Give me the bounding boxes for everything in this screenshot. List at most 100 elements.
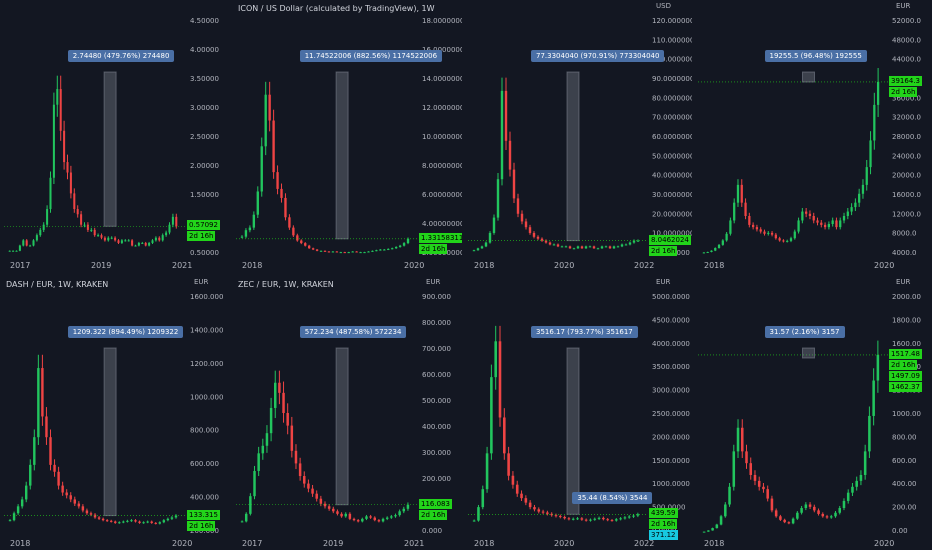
candle-body (869, 140, 872, 168)
candle-body (786, 240, 789, 242)
candle-body (311, 488, 314, 494)
y-tick-label: 4.00000 (190, 46, 219, 54)
candle-body (323, 250, 327, 252)
x-tick-label: 2020 (874, 261, 894, 270)
candle-body (319, 498, 323, 504)
candle-body (757, 480, 761, 487)
candle-body (107, 237, 110, 241)
candle-body (170, 517, 174, 519)
y-tick-label: 4500.0000 (652, 316, 690, 324)
candle-body (253, 470, 256, 497)
chart-panel[interactable]: 18.00000000 16.00000000 14.00000000 12.0000… (232, 0, 462, 272)
currency-label: EUR (426, 278, 441, 286)
candle-body (846, 492, 850, 501)
candle-body (137, 242, 140, 246)
candle-body (568, 246, 572, 249)
candle-body (490, 377, 493, 454)
measure-box (802, 71, 815, 83)
candle-body (839, 220, 842, 228)
last-price-tag: 1517.48 (889, 348, 922, 359)
candle-body (16, 506, 20, 514)
candle-body (61, 485, 64, 493)
candle-body (636, 240, 640, 242)
candle-body (604, 246, 608, 248)
candle-body (336, 511, 339, 514)
y-tick-label: 500.000 (422, 397, 451, 405)
candle-body (749, 463, 753, 475)
candle-body (868, 415, 871, 452)
candle-body (702, 531, 706, 533)
candle-body (32, 240, 35, 246)
candle-body (97, 235, 100, 237)
candle-body (744, 202, 747, 216)
y-tick-label: 100.0000000 (652, 56, 692, 64)
candle-body (166, 518, 170, 521)
chart-panel[interactable]: 120.0000000 110.0000000 100.0000000 90.0000… (464, 0, 692, 272)
x-tick-label: 2020 (554, 261, 574, 270)
candle-body (252, 214, 256, 228)
candle-body (861, 184, 865, 194)
candle-body (20, 499, 24, 507)
candle-body (548, 242, 552, 245)
candle-body (762, 486, 765, 490)
candle-body (335, 251, 339, 253)
measure-box (335, 71, 349, 240)
x-tick-label: 2018 (704, 261, 724, 270)
candle-body (782, 240, 785, 242)
y-tick-label: 2000.0000 (652, 433, 690, 441)
candle-body (42, 224, 45, 230)
candle-body (344, 513, 347, 517)
candle-body (796, 512, 799, 519)
candle-body (823, 224, 827, 228)
y-tick-label: 600.000 (422, 371, 451, 379)
chart-title: DASH / EUR, 1W, KRAKEN (6, 280, 109, 289)
candle-body (564, 246, 568, 248)
x-tick-label: 2019 (323, 539, 343, 548)
last-price-tag: 439.59 (649, 508, 678, 519)
y-tick-label: 1.50000 (190, 191, 219, 199)
y-tick-label: 800.000 (190, 427, 219, 435)
y-tick-label: 3.50000 (190, 75, 219, 83)
candle-body (507, 453, 510, 476)
candle-body (740, 427, 744, 452)
candle-body (729, 220, 732, 234)
candle-body (268, 94, 271, 121)
measure-label: 2.74480 (479.76%) 274480 (67, 50, 175, 62)
candle-body (154, 237, 157, 241)
candle-body (311, 248, 315, 250)
candle-body (580, 518, 584, 520)
y-tick-label: 5000.0000 (652, 293, 690, 301)
chart-panel[interactable]: 52000.048000.044000.040000.036000.032000… (694, 0, 932, 272)
candle-body (387, 248, 390, 250)
chart-title: ICON / US Dollar (calculated by TradingV… (238, 4, 435, 13)
candle-body (717, 244, 721, 248)
y-tick-label: 2.50000 (190, 133, 219, 141)
last-price-tag: 1.33158311 (419, 232, 462, 243)
measure-label: 77.3304040 (970.91%) 773304040 (531, 50, 665, 62)
candle-body (85, 510, 89, 514)
y-tick-label: 8.00000000 (422, 162, 462, 170)
candle-body (546, 512, 549, 514)
candle-body (623, 517, 627, 519)
candle-body (829, 516, 833, 518)
candle-body (323, 503, 327, 507)
chart-panel[interactable]: 2000.001800.001600.001400.001200.001000.… (694, 276, 932, 550)
chart-panel[interactable]: 5000.0000 4500.0000 4000.0000 3500.0000 3000… (464, 276, 692, 550)
candle-body (584, 519, 588, 521)
measure-box (335, 347, 349, 506)
candle-body (8, 520, 12, 522)
candle-body (503, 417, 506, 454)
candle-body (304, 243, 307, 246)
chart-panel[interactable]: 900.000 800.000 700.000 600.000 500.000 400.0… (232, 276, 462, 550)
y-tick-label: 400.000 (190, 494, 219, 502)
x-tick-label: 2018 (474, 261, 494, 270)
candle-body (383, 249, 386, 251)
candle-body (873, 104, 876, 141)
chart-panel[interactable]: 4.50000 4.00000 3.50000 3.00000 2.50000 2.000… (0, 0, 230, 272)
candle-body (779, 516, 782, 520)
candle-body (865, 167, 868, 185)
chart-panel[interactable]: 1600.000 1400.000 1200.000 1000.000 800.000 6… (0, 276, 230, 550)
candle-body (18, 245, 21, 251)
candle-body (808, 213, 812, 216)
candle-body (537, 509, 541, 512)
